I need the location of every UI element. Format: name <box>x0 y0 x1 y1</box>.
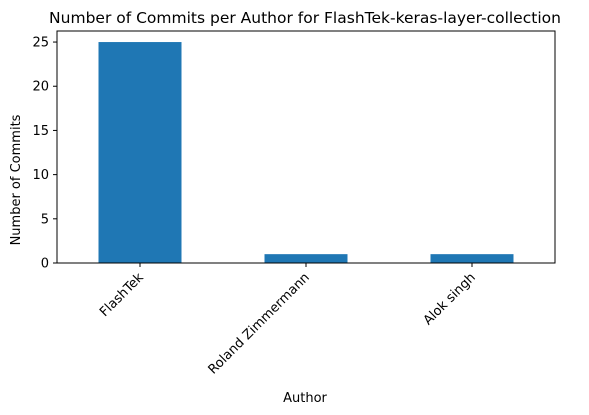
x-tick-label: FlashTek <box>97 270 147 320</box>
y-tick-label: 5 <box>41 212 49 227</box>
x-axis-ticks: FlashTek Roland Zimmermann Alok singh <box>97 263 479 377</box>
y-tick-label: 10 <box>32 168 49 183</box>
plot-frame <box>56 30 556 264</box>
x-tick-label: Alok singh <box>421 270 479 328</box>
y-axis-label: Number of Commits <box>9 114 24 245</box>
bar <box>430 254 514 263</box>
y-axis-ticks: 0 5 10 15 20 25 <box>32 36 57 272</box>
y-tick-label: 20 <box>32 80 49 95</box>
y-tick-label: 0 <box>41 257 49 272</box>
bar <box>98 42 182 263</box>
x-axis-label: Author <box>283 391 327 406</box>
bar <box>264 254 348 263</box>
bars <box>98 42 514 263</box>
y-tick-label: 25 <box>32 36 49 51</box>
plot-area: FlashTek Roland Zimmermann Alok singh 0 5 10… <box>32 30 556 377</box>
y-tick-label: 15 <box>32 124 49 139</box>
chart-title: Number of Commits per Author for FlashTe… <box>49 9 561 27</box>
x-tick-label: Roland Zimmermann <box>206 270 313 377</box>
